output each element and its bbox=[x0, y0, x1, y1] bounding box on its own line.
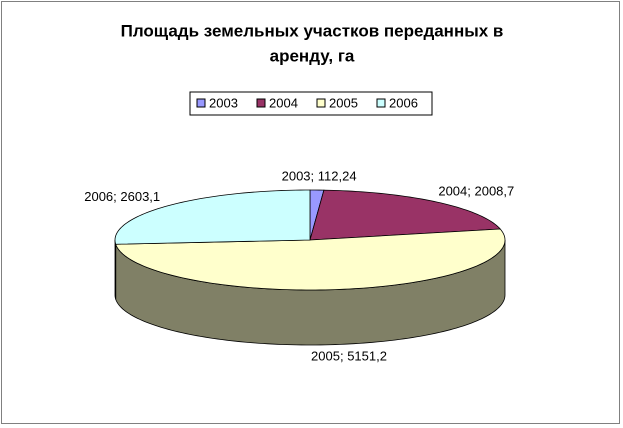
pie: 2003; 112,24 2004; 2008,7 2005; 5151,2 2006… bbox=[84, 168, 514, 363]
slice-side bbox=[114, 239, 117, 300]
slice bbox=[309, 189, 502, 241]
data-label: 2004; 2008,7 bbox=[438, 184, 514, 199]
chart-title: Площадь земельных участков переданных в bbox=[121, 21, 504, 40]
data-label: 2005; 5151,2 bbox=[311, 349, 387, 364]
legend-swatch bbox=[196, 98, 206, 108]
chart-title-line: аренду, га bbox=[270, 46, 355, 65]
legend-label: 2003 bbox=[209, 95, 238, 110]
legend-label: 2005 bbox=[329, 95, 358, 110]
legend-swatch bbox=[376, 98, 386, 108]
legend-label: 2004 bbox=[269, 95, 298, 110]
legend-swatch bbox=[256, 98, 266, 108]
legend-label: 2006 bbox=[389, 95, 418, 110]
legend: 2003 2004 2005 2006 bbox=[189, 91, 433, 116]
slice bbox=[115, 228, 506, 291]
legend-swatch bbox=[316, 98, 326, 108]
data-label: 2006; 2603,1 bbox=[84, 189, 160, 204]
slice bbox=[114, 189, 311, 245]
data-label: 2003; 112,24 bbox=[282, 168, 357, 183]
legend-box bbox=[189, 91, 433, 116]
